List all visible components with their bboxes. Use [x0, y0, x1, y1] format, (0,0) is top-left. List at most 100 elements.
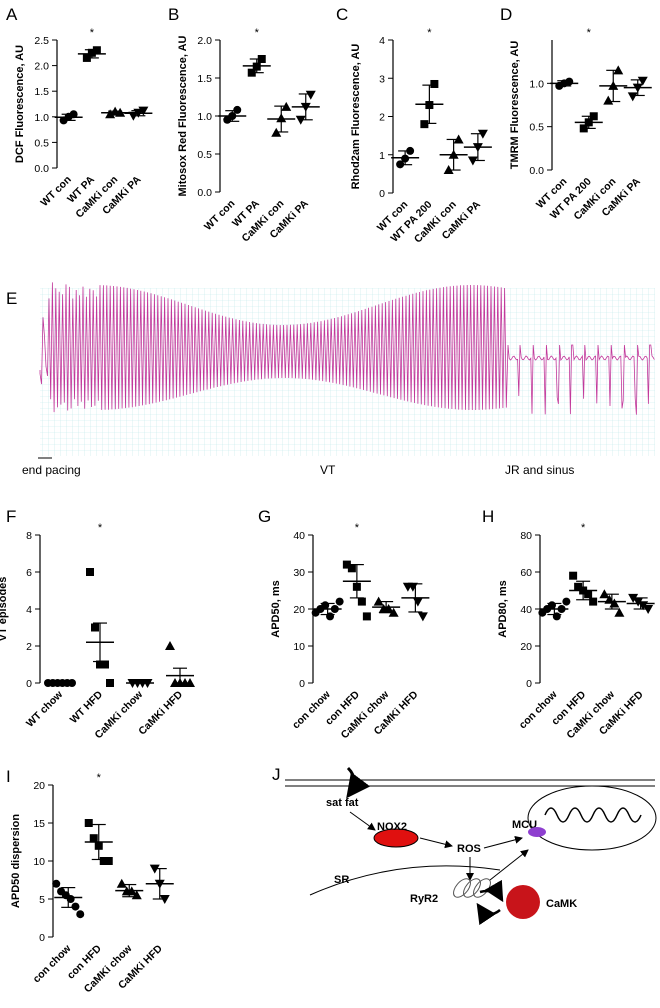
- diagram: J sat fat NOX2 ROS MCU SR RyR2 CaMK: [272, 765, 657, 926]
- data-point: [233, 105, 242, 114]
- data-point: [342, 560, 351, 569]
- data-point: [589, 597, 598, 606]
- data-point: [430, 79, 439, 88]
- y-tick-label: 0.5: [34, 137, 49, 149]
- arrow: [489, 849, 529, 881]
- y-tick-label: 60: [520, 567, 532, 579]
- y-tick-label: 2.5: [34, 35, 49, 47]
- ecg-annotation: VT: [320, 463, 336, 477]
- significance-marker: *: [587, 27, 592, 39]
- y-tick-label: 2: [26, 641, 32, 653]
- y-tick-label: 0: [526, 678, 532, 690]
- node-label: sat fat: [326, 797, 359, 809]
- arrow: [476, 902, 501, 926]
- significance-marker: *: [97, 772, 102, 784]
- y-tick-label: 1.0: [34, 112, 49, 124]
- nox2-shape: [373, 828, 419, 848]
- y-axis-label: DCF Fluorescence, AU: [14, 45, 26, 163]
- significance-marker: *: [255, 27, 260, 39]
- ecg-trace: [39, 282, 655, 415]
- arrow: [419, 837, 453, 849]
- panel-label: A: [6, 5, 18, 24]
- node-label: ROS: [457, 843, 481, 855]
- panel-label: B: [168, 5, 179, 24]
- data-point: [362, 612, 371, 621]
- y-tick-label: 1.0: [197, 111, 212, 123]
- mitochondrion: [527, 785, 657, 851]
- data-point: [603, 95, 614, 105]
- data-point: [373, 596, 384, 606]
- y-tick-label: 2.0: [197, 35, 212, 47]
- data-point: [574, 582, 583, 591]
- ecg-grid: [40, 288, 655, 456]
- data-point: [106, 679, 114, 687]
- data-point: [71, 902, 80, 911]
- y-tick-label: 8: [26, 530, 32, 542]
- arrow: [346, 766, 371, 799]
- camk-shape: [506, 885, 540, 919]
- y-tick-label: 40: [293, 530, 305, 542]
- y-tick-label: 0: [379, 188, 385, 200]
- data-point: [417, 612, 428, 622]
- panel-label: E: [6, 289, 17, 308]
- cristae: [544, 807, 642, 823]
- y-tick-label: 20: [33, 780, 45, 792]
- y-axis-label: VT episodes: [0, 577, 9, 642]
- arrow: [479, 879, 504, 903]
- panel-label: H: [482, 507, 494, 526]
- node-label: SR: [334, 874, 349, 886]
- y-tick-label: 10: [293, 641, 305, 653]
- data-point: [335, 597, 344, 606]
- y-tick-label: 1.5: [34, 86, 49, 98]
- data-point: [614, 607, 625, 617]
- y-tick-label: 2.0: [34, 61, 49, 73]
- x-tick-label: WT chow: [24, 688, 66, 730]
- panel-label: D: [500, 5, 512, 24]
- data-point: [84, 819, 93, 827]
- arrow: [349, 811, 376, 831]
- significance-marker: *: [90, 27, 95, 39]
- data-point: [627, 92, 638, 102]
- data-point: [420, 120, 429, 129]
- arrow: [483, 835, 523, 849]
- data-point: [584, 590, 593, 599]
- y-tick-label: 0.0: [529, 165, 544, 177]
- ryr2-shape: [463, 878, 481, 898]
- data-point: [569, 571, 578, 580]
- data-point: [185, 678, 195, 687]
- node-label: RyR2: [410, 893, 438, 905]
- data-point: [347, 564, 356, 573]
- y-tick-label: 0.0: [34, 163, 49, 175]
- y-tick-label: 40: [520, 604, 532, 616]
- data-point: [412, 597, 423, 607]
- significance-marker: *: [427, 27, 432, 39]
- data-point: [637, 76, 648, 86]
- significance-marker: *: [581, 522, 586, 534]
- y-tick-label: 1: [379, 150, 385, 162]
- y-tick-label: 0: [299, 678, 305, 690]
- y-tick-label: 10: [33, 856, 45, 868]
- data-point: [165, 641, 175, 650]
- ecg-annotation: end pacing: [22, 463, 81, 477]
- y-tick-label: 1.0: [529, 78, 544, 90]
- data-point: [565, 77, 574, 86]
- node-label: NOX2: [377, 821, 407, 833]
- y-tick-label: 15: [33, 818, 45, 830]
- data-point: [52, 879, 61, 888]
- ecg-annotation: JR and sinus: [505, 463, 574, 477]
- y-tick-label: 0.0: [197, 187, 212, 199]
- data-point: [91, 623, 99, 632]
- data-point: [101, 660, 109, 669]
- mcu-shape: [528, 827, 546, 837]
- significance-marker: *: [355, 522, 360, 534]
- data-point: [628, 593, 639, 603]
- y-tick-label: 3: [379, 73, 385, 85]
- panel-label: G: [258, 507, 271, 526]
- panel-label: C: [336, 5, 348, 24]
- y-tick-label: 20: [520, 641, 532, 653]
- chart-panel: B 0.0 0.5 1.0 1.5 2.0 Mitosox Red Fluorescence…: [168, 5, 320, 244]
